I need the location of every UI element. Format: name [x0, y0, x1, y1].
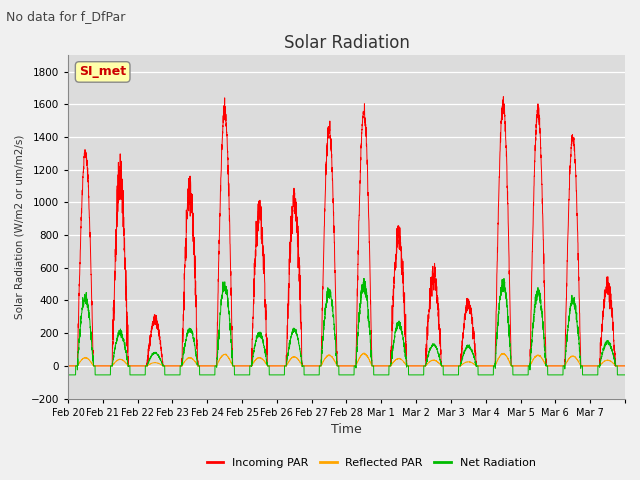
Incoming PAR: [621, 363, 629, 369]
Net Radiation: [527, 357, 534, 362]
Legend: Incoming PAR, Reflected PAR, Net Radiation: Incoming PAR, Reflected PAR, Net Radiati…: [202, 453, 540, 472]
Line: Reflected PAR: Reflected PAR: [68, 353, 625, 366]
Net Radiation: [64, 372, 72, 378]
Incoming PAR: [64, 363, 72, 369]
Reflected PAR: [397, 356, 405, 362]
Reflected PAR: [527, 361, 534, 367]
X-axis label: Time: Time: [331, 423, 362, 436]
Title: Solar Radiation: Solar Radiation: [284, 34, 410, 52]
Reflected PAR: [621, 363, 629, 369]
Net Radiation: [500, 276, 508, 281]
Net Radiation: [541, 355, 549, 360]
Incoming PAR: [541, 319, 549, 324]
Net Radiation: [621, 372, 629, 378]
Line: Net Radiation: Net Radiation: [68, 278, 625, 375]
Incoming PAR: [500, 94, 508, 99]
Text: No data for f_DfPar: No data for f_DfPar: [6, 10, 126, 23]
Net Radiation: [499, 285, 507, 291]
Y-axis label: Solar Radiation (W/m2 or um/m2/s): Solar Radiation (W/m2 or um/m2/s): [15, 135, 25, 319]
Line: Incoming PAR: Incoming PAR: [68, 96, 625, 366]
Text: SI_met: SI_met: [79, 65, 126, 78]
Reflected PAR: [360, 350, 368, 356]
Reflected PAR: [64, 363, 72, 369]
Reflected PAR: [541, 361, 549, 367]
Incoming PAR: [367, 325, 375, 331]
Reflected PAR: [180, 360, 188, 366]
Incoming PAR: [499, 98, 507, 104]
Net Radiation: [397, 324, 404, 330]
Reflected PAR: [367, 361, 375, 367]
Net Radiation: [180, 352, 188, 358]
Incoming PAR: [527, 324, 534, 330]
Incoming PAR: [180, 318, 188, 324]
Net Radiation: [367, 348, 375, 353]
Reflected PAR: [500, 351, 508, 357]
Incoming PAR: [397, 248, 404, 254]
